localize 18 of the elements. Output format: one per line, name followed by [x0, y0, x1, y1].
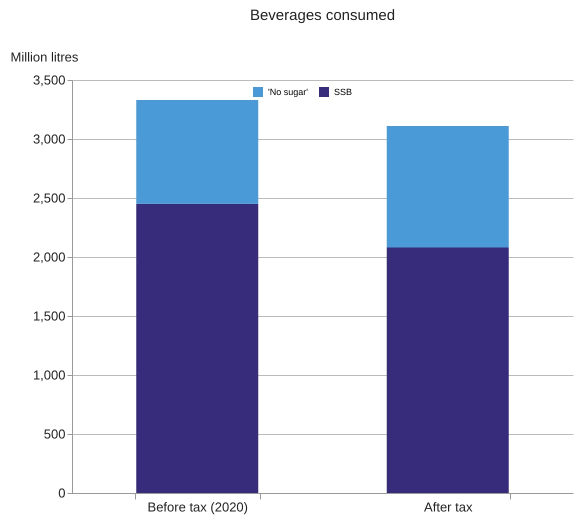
- chart-title: Beverages consumed: [250, 7, 396, 24]
- x-tick-label: After tax: [424, 500, 473, 514]
- y-tick-label: 2,000: [32, 250, 66, 264]
- bar: [386, 248, 509, 493]
- bar: [136, 100, 258, 204]
- legend-label: 'No sugar': [268, 87, 308, 97]
- y-tick-label: 1,000: [32, 368, 66, 382]
- y-axis-title: Million litres: [10, 50, 79, 64]
- bar: [136, 204, 258, 493]
- y-tick-label: 2,500: [32, 190, 66, 206]
- y-tick-label: 3,500: [32, 72, 66, 88]
- y-tick-label: 0: [58, 486, 66, 500]
- bar: [386, 126, 509, 248]
- legend-label: SSB: [334, 87, 352, 97]
- y-tick-label: 500: [44, 426, 66, 442]
- x-tick-label: Before tax (2020): [148, 500, 248, 514]
- y-tick-label: 3,000: [32, 132, 66, 146]
- y-tick-label: 1,500: [32, 308, 66, 324]
